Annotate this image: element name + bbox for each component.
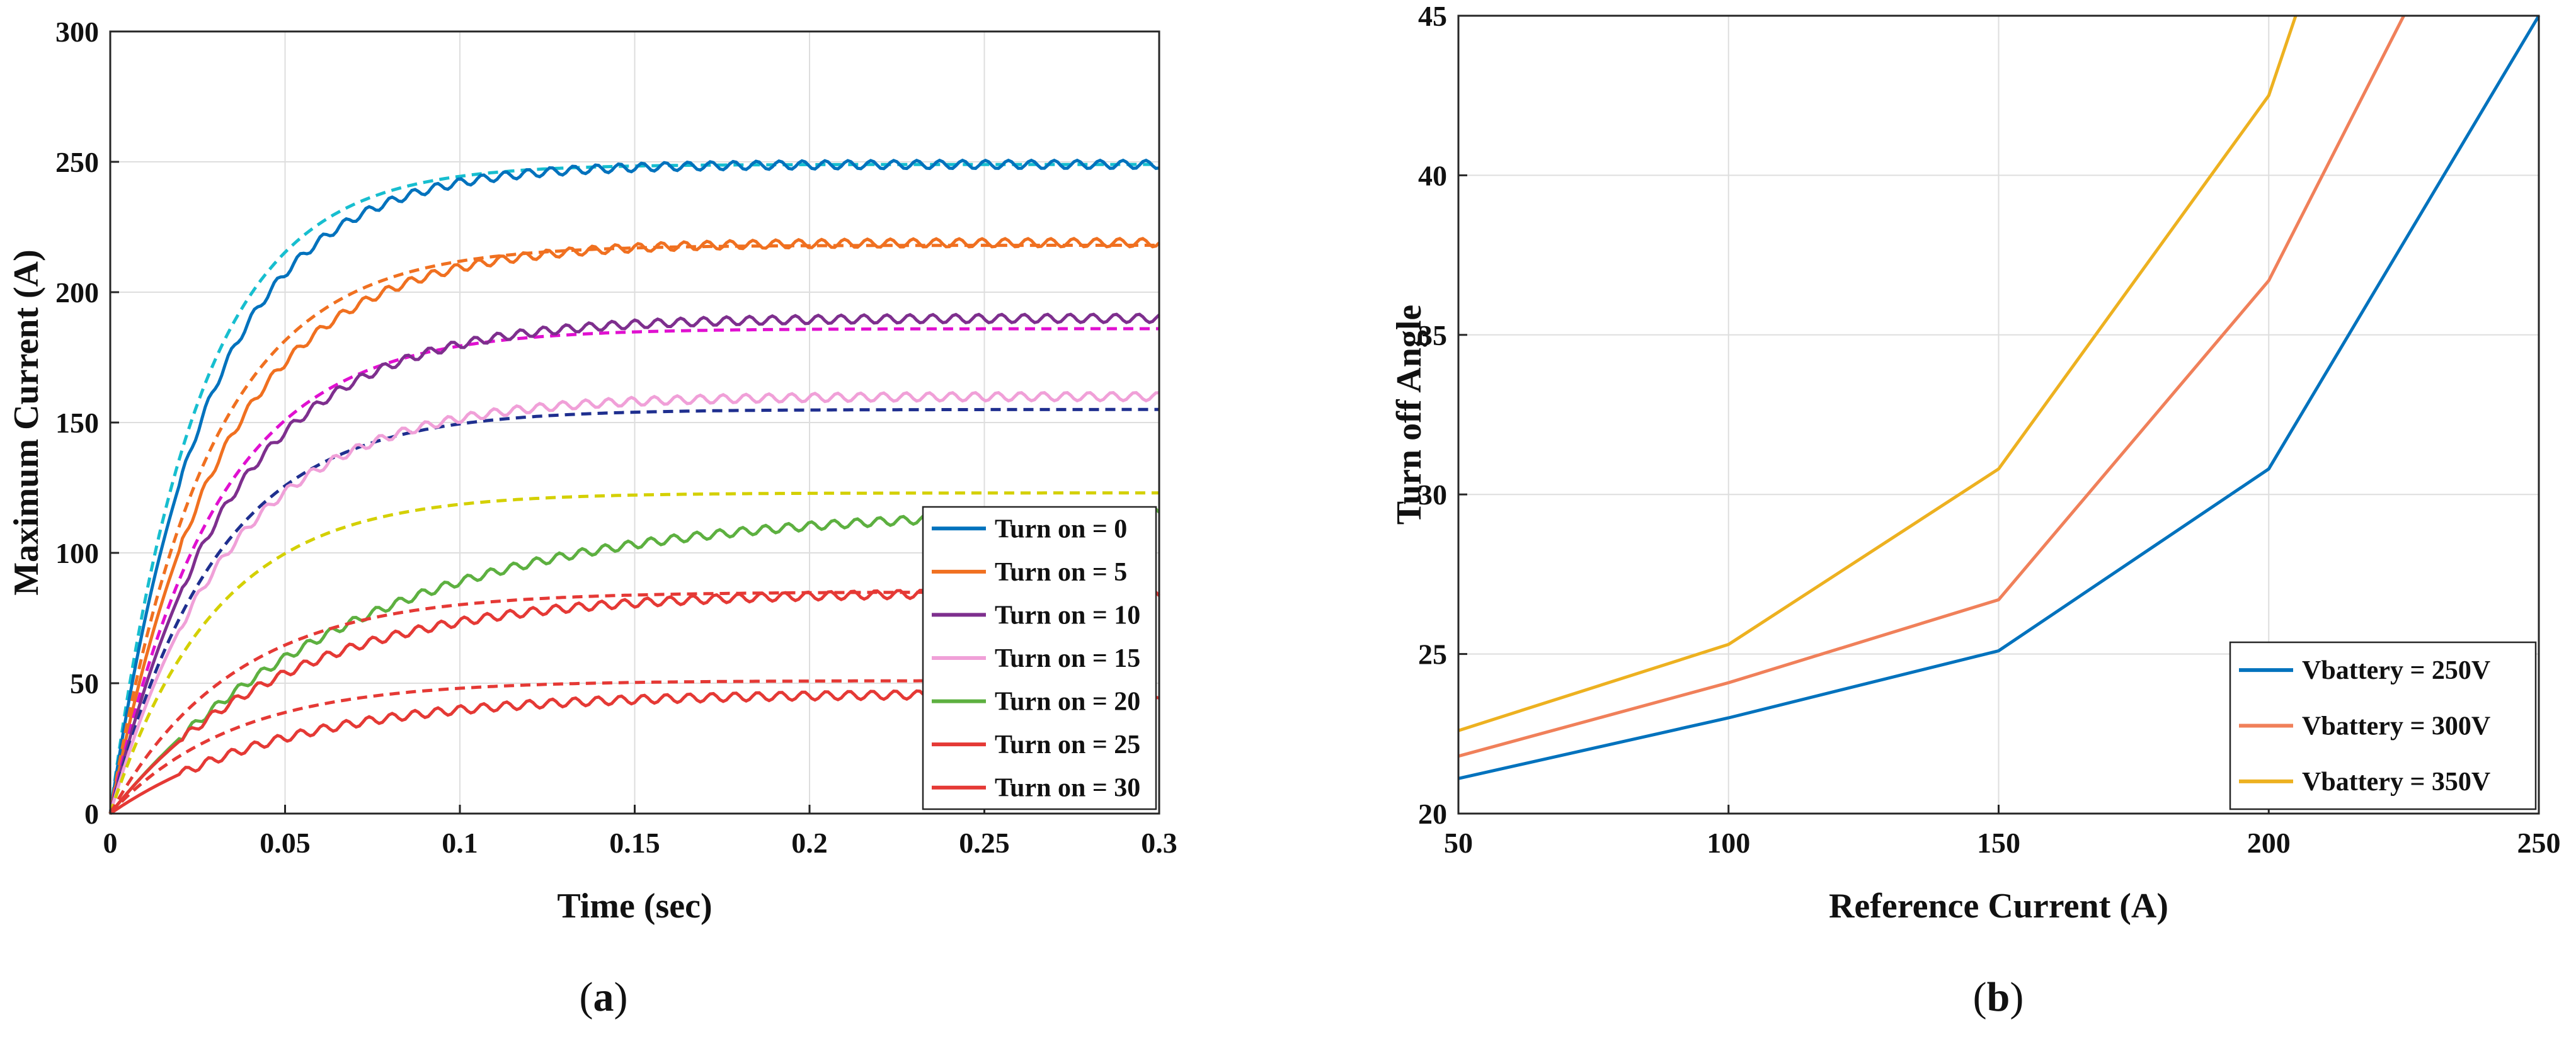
series-dashed-line — [108, 407, 1159, 814]
chart-b-legend: Vbattery = 250V Vbattery = 300V Vbattery =… — [2229, 641, 2537, 810]
chart-a-legend: Turn on = 0 Turn on = 5 Turn on = 10 Turn o… — [922, 506, 1157, 810]
x-tick-label: 0.3 — [1141, 827, 1177, 859]
x-tick-label: 0.05 — [260, 827, 311, 859]
x-tick-label: 250 — [2517, 827, 2561, 859]
x-tick-label: 0.25 — [959, 827, 1010, 859]
chart-b-tick-labels: 50 100 150 200 250 20 25 30 35 40 45 — [1418, 0, 2561, 859]
series-line — [108, 158, 1160, 814]
series-dashed-line — [108, 162, 1159, 814]
y-tick-label: 20 — [1418, 798, 1447, 830]
chart-a-tick-labels: 0 0.05 0.1 0.15 0.2 0.25 0.3 0 50 100 150 200 250 300 — [55, 16, 1177, 859]
y-tick-label: 250 — [55, 146, 99, 178]
x-tick-label: 0.15 — [609, 827, 660, 859]
series-line — [1458, 14, 2541, 780]
legend-entry: Turn on = 30 — [995, 774, 1140, 803]
y-tick-label: 200 — [55, 276, 99, 309]
chart-a: 0 0.05 0.1 0.15 0.2 0.25 0.3 0 50 100 150 200 250 300… — [7, 16, 1177, 1020]
series-dashed-line — [108, 327, 1159, 814]
chart-b-xlabel: Reference Current (A) — [1829, 887, 2168, 926]
y-tick-label: 100 — [55, 537, 99, 569]
legend-entry: Turn on = 10 — [995, 601, 1140, 630]
chart-b-ylabel: Turn off Angle — [1390, 305, 1429, 525]
chart-a-ylabel: Maximum Current (A) — [7, 249, 46, 596]
chart-b: 50 100 150 200 250 20 25 30 35 40 45 Reference Cur… — [1390, 0, 2561, 1020]
y-tick-label: 40 — [1418, 159, 1447, 191]
y-tick-label: 45 — [1418, 0, 1447, 32]
series-line — [108, 312, 1160, 814]
chart-a-caption: (a) — [580, 974, 628, 1020]
legend-entry: Turn on = 5 — [995, 558, 1127, 587]
y-tick-label: 300 — [55, 16, 99, 48]
y-tick-label: 0 — [84, 798, 99, 830]
legend-entry: Vbattery = 250V — [2302, 656, 2490, 685]
caption-b-letter: b — [1987, 974, 2010, 1020]
series-dashed-line — [108, 491, 1159, 814]
y-tick-label: 150 — [55, 407, 99, 439]
legend-entry: Vbattery = 350V — [2302, 768, 2490, 797]
legend-entry: Turn on = 0 — [995, 514, 1127, 543]
x-tick-label: 200 — [2247, 827, 2291, 859]
series-line — [108, 237, 1160, 814]
y-tick-label: 50 — [70, 667, 99, 700]
x-tick-label: 150 — [1977, 827, 2020, 859]
chart-a-xlabel: Time (sec) — [557, 887, 712, 926]
x-tick-label: 50 — [1444, 827, 1473, 859]
caption-b-open: ( — [1973, 974, 1987, 1020]
x-tick-label: 0.2 — [791, 827, 828, 859]
chart-b-caption: (b) — [1973, 974, 2024, 1020]
x-tick-label: 0.1 — [442, 827, 478, 859]
caption-a-close: ) — [614, 974, 628, 1020]
series-line — [1458, 15, 2298, 732]
legend-entry: Turn on = 20 — [995, 688, 1140, 717]
legend-entry: Vbattery = 300V — [2302, 712, 2490, 741]
y-tick-label: 35 — [1418, 319, 1447, 351]
series-line — [108, 390, 1160, 814]
x-tick-label: 100 — [1707, 827, 1750, 859]
caption-b-close: ) — [2010, 974, 2024, 1020]
legend-entry: Turn on = 25 — [995, 730, 1140, 759]
caption-a-open: ( — [580, 974, 593, 1020]
y-tick-label: 30 — [1418, 479, 1447, 511]
legend-entry: Turn on = 15 — [995, 644, 1140, 673]
series-line — [1458, 14, 2405, 758]
series-dashed-line — [108, 244, 1159, 814]
x-tick-label: 0 — [103, 827, 118, 859]
y-tick-label: 25 — [1418, 639, 1447, 671]
chart-b-series — [1458, 14, 2541, 780]
caption-a-letter: a — [593, 974, 614, 1020]
